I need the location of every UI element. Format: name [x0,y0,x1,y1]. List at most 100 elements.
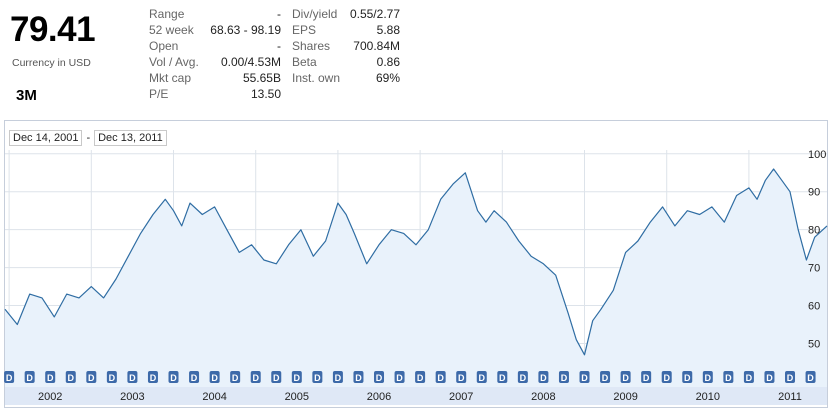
dividend-marker[interactable]: D [353,371,364,383]
dividend-marker[interactable]: D [702,371,713,383]
year-axis: 2002 2003 2004 2005 2006 2007 2008 2009 2010 2011 [5,387,827,405]
dividend-marker-badge [394,371,405,383]
stats-column-left: Range - 52 week 68.63 - 98.19 Open - Vol / … [149,6,281,102]
company-name: 3M [16,87,37,104]
dividend-marker[interactable]: D [332,371,343,383]
dividend-marker-label: D [211,373,218,383]
stat-label: 52 week [149,23,194,37]
x-tick-label: 2005 [285,391,309,403]
stat-row-beta: Beta 0.86 [292,54,400,70]
dividend-marker[interactable]: D [497,371,508,383]
dividend-marker[interactable]: D [579,371,590,383]
area-layer [4,168,828,388]
x-tick-label: 2009 [613,391,637,403]
dividend-marker-badge [374,371,385,383]
dividend-marker[interactable]: D [127,371,138,383]
stat-label: Mkt cap [149,71,192,85]
dividend-marker[interactable]: D [661,371,672,383]
dividend-marker[interactable]: D [374,371,385,383]
dividend-marker-label: D [520,373,527,383]
dividend-marker-label: D [437,373,444,383]
dividend-marker[interactable]: D [723,371,734,383]
dividend-marker-label: D [643,373,650,383]
dividend-marker[interactable]: D [250,371,261,383]
dividend-marker[interactable]: D [4,371,15,383]
dividend-marker-badge [45,371,56,383]
dividend-marker-label: D [26,373,33,383]
dividend-marker[interactable]: D [168,371,179,383]
x-tick-label: 2006 [367,391,391,403]
stat-row-inst-own: Inst. own 69% [292,70,400,86]
y-tick-label: 90 [808,187,820,199]
dividend-marker-badge [65,371,76,383]
dividend-marker[interactable]: D [682,371,693,383]
dividend-marker[interactable]: D [86,371,97,383]
dividend-marker[interactable]: D [415,371,426,383]
dividend-marker[interactable]: D [641,371,652,383]
dividend-marker-badge [106,371,117,383]
dividend-marker-label: D [170,373,177,383]
dividend-marker-badge [497,371,508,383]
x-tick-label: 2003 [120,391,144,403]
date-range-selector[interactable]: Dec 14, 2001 - Dec 13, 2011 [9,130,167,146]
x-tick-label: 2002 [38,391,62,403]
dividend-marker[interactable]: D [45,371,56,383]
dividend-marker[interactable]: D [271,371,282,383]
dividend-marker-label: D [294,373,301,383]
start-date-field[interactable]: Dec 14, 2001 [9,130,83,146]
dividend-marker-label: D [129,373,136,383]
end-date-field[interactable]: Dec 13, 2011 [94,130,167,146]
stat-value: - [277,7,281,21]
year-bar [5,387,827,405]
dividend-marker-label: D [705,373,712,383]
dividend-marker-badge [127,371,138,383]
dividend-marker-badge [435,371,446,383]
stock-price: 79.41 [10,10,96,49]
dividend-marker[interactable]: D [209,371,220,383]
dividend-marker-label: D [581,373,588,383]
stat-label: Shares [292,39,331,53]
y-tick-label: 70 [808,263,820,275]
dividend-marker[interactable]: D [517,371,528,383]
dividend-marker-label: D [252,373,259,383]
dividend-marker-label: D [335,373,342,383]
dividend-marker[interactable]: D [456,371,467,383]
dividend-marker[interactable]: D [600,371,611,383]
dividend-marker-badge [86,371,97,383]
dividend-marker-label: D [109,373,116,383]
dividend-marker-label: D [191,373,198,383]
dividend-marker[interactable]: D [805,371,816,383]
dividend-marker-badge [415,371,426,383]
dividend-marker[interactable]: D [785,371,796,383]
dividend-marker[interactable]: D [291,371,302,383]
dividend-marker[interactable]: D [743,371,754,383]
dividend-marker[interactable]: D [764,371,775,383]
stat-row-shares: Shares 700.84M [292,38,400,54]
dividend-marker[interactable]: D [230,371,241,383]
dividend-marker[interactable]: D [106,371,117,383]
dividend-marker[interactable]: D [147,371,158,383]
dividend-marker[interactable]: D [620,371,631,383]
dividend-marker[interactable]: D [558,371,569,383]
dividend-marker-badge [147,371,158,383]
dividend-marker-label: D [88,373,95,383]
stat-label: Beta [292,55,317,69]
stat-value: 69% [375,71,400,85]
dividend-marker[interactable]: D [538,371,549,383]
dividend-marker[interactable]: D [435,371,446,383]
dividend-marker-label: D [663,373,670,383]
dividend-marker[interactable]: D [189,371,200,383]
dividend-marker[interactable]: D [24,371,35,383]
dividend-marker[interactable]: D [65,371,76,383]
dividend-marker[interactable]: D [312,371,323,383]
dividend-marker-badge [620,371,631,383]
x-tick-label: 2007 [449,391,473,403]
stat-label: P/E [149,87,169,101]
stat-value: 0.55/2.77 [349,7,400,21]
dividend-marker[interactable]: D [394,371,405,383]
dividend-marker-label: D [725,373,732,383]
dividend-marker-label: D [684,373,691,383]
dividend-marker-badge [538,371,549,383]
dividend-marker[interactable]: D [476,371,487,383]
